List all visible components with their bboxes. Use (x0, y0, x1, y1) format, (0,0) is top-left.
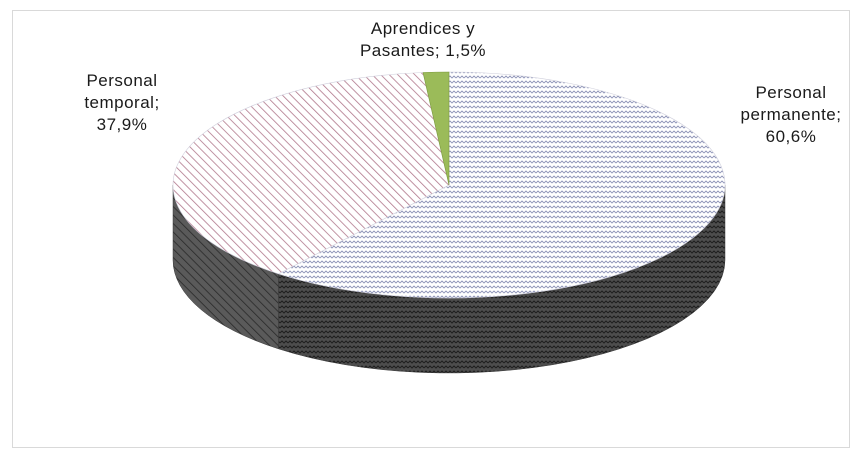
pie-slice-personal-temporal[interactable] (172, 72, 450, 275)
data-label-personal-temporal: Personal temporal; 37,9% (62, 70, 182, 136)
label-line: temporal; (84, 93, 160, 112)
label-line: 60,6% (765, 127, 817, 146)
label-line: 37,9% (96, 115, 148, 134)
pie-slice-personal-permanente[interactable] (277, 71, 726, 299)
data-label-aprendices-y-pasantes: Aprendices y Pasantes; 1,5% (318, 18, 528, 62)
pie-slice-aprendices-y-pasantes[interactable] (422, 71, 450, 186)
label-line: Personal (86, 71, 158, 90)
data-label-personal-permanente: Personal permanente; 60,6% (721, 82, 861, 148)
label-line: Personal (755, 83, 827, 102)
label-line: Pasantes; 1,5% (359, 41, 487, 60)
label-line: permanente; (740, 105, 842, 124)
label-line: Aprendices y (370, 19, 476, 38)
